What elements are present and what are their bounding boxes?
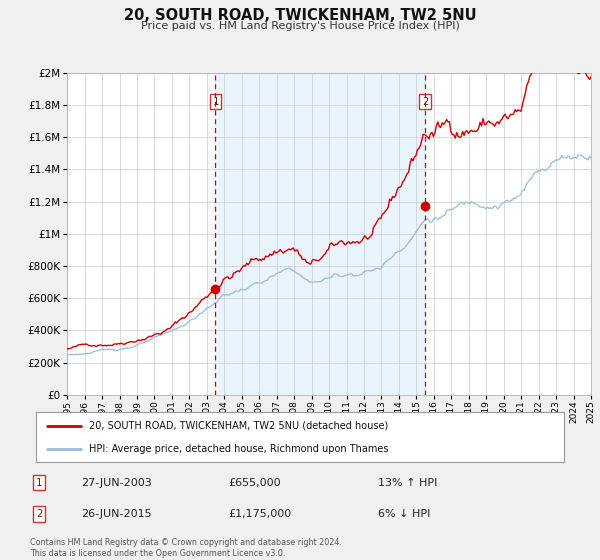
Text: 27-JUN-2003: 27-JUN-2003 xyxy=(81,478,152,488)
Text: 26-JUN-2015: 26-JUN-2015 xyxy=(81,509,152,519)
Text: 2: 2 xyxy=(422,97,428,107)
Text: 2: 2 xyxy=(36,509,42,519)
Text: HPI: Average price, detached house, Richmond upon Thames: HPI: Average price, detached house, Rich… xyxy=(89,445,388,454)
Text: 20, SOUTH ROAD, TWICKENHAM, TW2 5NU: 20, SOUTH ROAD, TWICKENHAM, TW2 5NU xyxy=(124,8,476,24)
Text: 13% ↑ HPI: 13% ↑ HPI xyxy=(378,478,437,488)
Text: Contains HM Land Registry data © Crown copyright and database right 2024.
This d: Contains HM Land Registry data © Crown c… xyxy=(30,538,342,558)
Text: £655,000: £655,000 xyxy=(228,478,281,488)
Text: Price paid vs. HM Land Registry's House Price Index (HPI): Price paid vs. HM Land Registry's House … xyxy=(140,21,460,31)
Text: 1: 1 xyxy=(36,478,42,488)
Text: 20, SOUTH ROAD, TWICKENHAM, TW2 5NU (detached house): 20, SOUTH ROAD, TWICKENHAM, TW2 5NU (det… xyxy=(89,421,388,431)
Text: 6% ↓ HPI: 6% ↓ HPI xyxy=(378,509,430,519)
Bar xyxy=(215,73,425,395)
Text: £1,175,000: £1,175,000 xyxy=(228,509,291,519)
Text: 1: 1 xyxy=(212,97,218,107)
